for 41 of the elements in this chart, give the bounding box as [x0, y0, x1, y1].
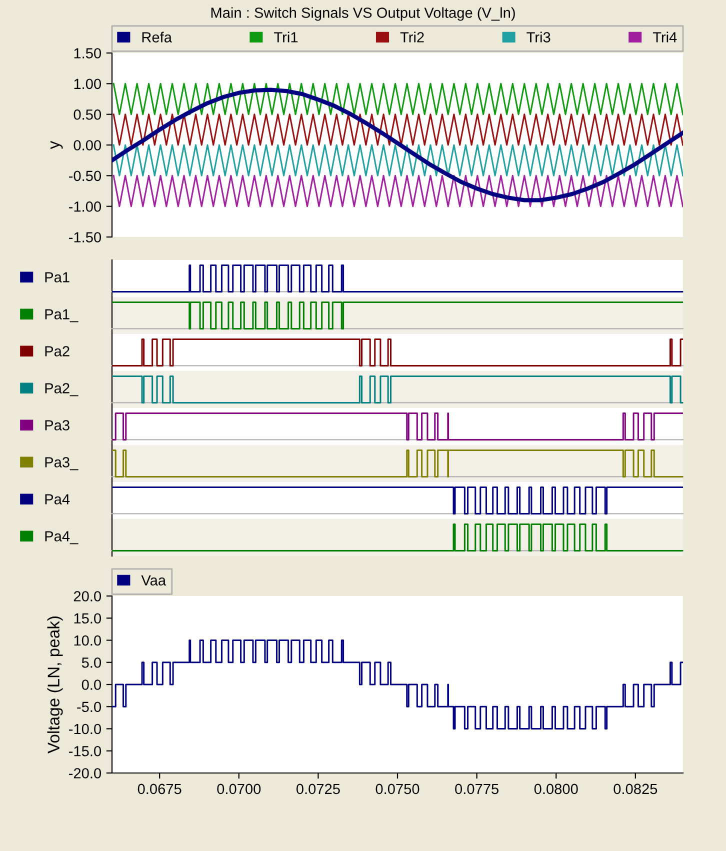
y-tick-label: 0.0 [82, 680, 102, 690]
x-tick-label: 0.0775 [455, 784, 498, 794]
y-tick-label: 10.0 [74, 635, 102, 646]
y-tick-label: 1.00 [74, 78, 102, 90]
y-tick-label: -0.50 [68, 170, 102, 182]
legend-label: Pa1 [45, 272, 70, 282]
legend-label: Pa1_ [45, 309, 78, 322]
legend-label: Pa3 [45, 420, 70, 430]
chart-title: Main : Switch Signals VS Output Voltage (V_ln) [211, 7, 515, 21]
x-tick-label: 0.0750 [376, 784, 420, 794]
y-tick-label: 20.0 [74, 591, 102, 602]
legend-label: Pa4_ [45, 531, 78, 544]
y-tick-label: -1.50 [68, 232, 102, 242]
y-tick-label: 0.50 [74, 109, 102, 120]
legend-label: Tri4 [652, 32, 677, 42]
legend-label: Tri1 [274, 32, 298, 42]
x-tick-label: 0.0800 [534, 784, 578, 794]
y-tick-label: -20.0 [68, 768, 102, 778]
legend-label: Tri3 [526, 32, 550, 42]
legend-label: Pa4 [45, 494, 70, 504]
x-tick-label: 0.0825 [614, 784, 658, 794]
y-tick-label: -1.00 [68, 201, 102, 212]
legend-label: Refa [142, 32, 172, 42]
y-tick-label: 15.0 [74, 613, 102, 624]
legend-label: Pa3_ [45, 457, 78, 470]
x-tick-label: 0.0700 [217, 784, 261, 794]
y-tick-label: 1.50 [74, 48, 102, 58]
y-tick-label: 5.0 [82, 657, 102, 668]
line-series [112, 88, 683, 202]
y-tick-label: 0.00 [74, 140, 102, 150]
legend-label: Tri2 [400, 32, 424, 42]
x-tick-label: 0.0675 [138, 784, 182, 794]
y-axis-title: y [50, 140, 63, 150]
legend-label: Vaa [141, 575, 166, 586]
legend-label: Pa2_ [45, 383, 78, 396]
y-tick-label: -15.0 [68, 746, 102, 756]
x-tick-label: 0.0725 [296, 784, 340, 794]
y-tick-label: -5.0 [77, 702, 102, 712]
y-tick-label: -10.0 [68, 724, 102, 734]
legend-label: Pa2 [45, 346, 70, 356]
y-axis-title: Voltage (LN, peak) [47, 616, 63, 754]
